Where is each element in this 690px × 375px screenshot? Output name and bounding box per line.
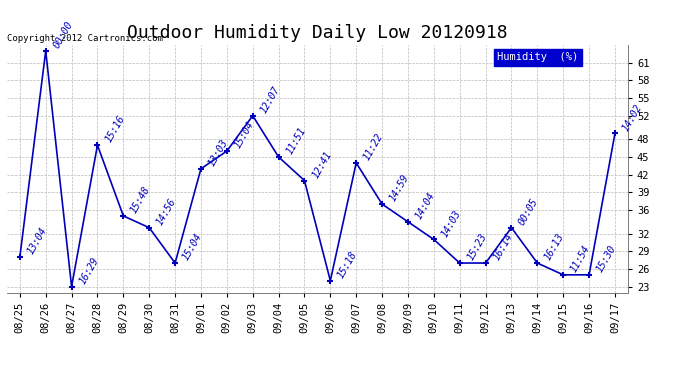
Text: 11:22: 11:22: [362, 132, 385, 162]
Text: 15:18: 15:18: [336, 249, 359, 280]
Text: 12:41: 12:41: [310, 149, 333, 180]
Title: Outdoor Humidity Daily Low 20120918: Outdoor Humidity Daily Low 20120918: [127, 24, 508, 42]
Text: 15:23: 15:23: [465, 232, 489, 262]
Text: Copyright 2012 Cartronics.com: Copyright 2012 Cartronics.com: [7, 33, 163, 42]
Text: 12:07: 12:07: [258, 84, 282, 115]
Text: 11:54: 11:54: [569, 244, 592, 274]
Text: 15:30: 15:30: [595, 244, 618, 274]
Text: 14:56: 14:56: [155, 196, 178, 227]
Text: 11:51: 11:51: [284, 126, 308, 156]
Text: 14:59: 14:59: [388, 173, 411, 203]
Text: Humidity  (%): Humidity (%): [497, 53, 579, 62]
Text: 14:04: 14:04: [413, 190, 437, 221]
Text: 00:00: 00:00: [51, 20, 75, 50]
Text: 15:04: 15:04: [181, 232, 204, 262]
Text: 16:14: 16:14: [491, 232, 515, 262]
Text: 15:48: 15:48: [129, 184, 152, 215]
Text: 15:04: 15:04: [233, 120, 256, 150]
Text: 15:16: 15:16: [103, 114, 126, 144]
Text: 14:02: 14:02: [620, 102, 644, 133]
Text: 16:29: 16:29: [77, 255, 101, 286]
Text: 16:13: 16:13: [543, 232, 566, 262]
Text: 14:03: 14:03: [440, 208, 463, 238]
Text: 13:04: 13:04: [26, 226, 49, 256]
Text: 13:03: 13:03: [206, 138, 230, 168]
Text: 00:05: 00:05: [517, 196, 540, 227]
